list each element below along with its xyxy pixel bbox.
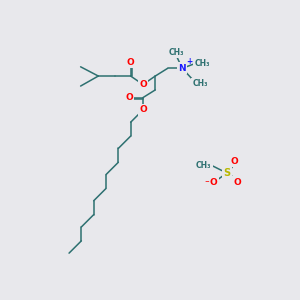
Text: CH₃: CH₃ [169, 48, 184, 57]
Text: O: O [125, 93, 133, 102]
Text: O: O [233, 178, 241, 187]
Text: O: O [210, 178, 218, 187]
Text: O: O [231, 157, 239, 166]
Text: S: S [223, 168, 230, 178]
Text: CH₃: CH₃ [196, 161, 212, 170]
Text: N: N [178, 64, 186, 73]
Text: O: O [127, 58, 134, 67]
Text: CH₃: CH₃ [195, 59, 210, 68]
Text: CH₃: CH₃ [192, 79, 208, 88]
Text: O: O [139, 80, 147, 89]
Text: ⁻: ⁻ [204, 179, 209, 188]
Text: O: O [139, 105, 147, 114]
Text: +: + [186, 57, 192, 66]
